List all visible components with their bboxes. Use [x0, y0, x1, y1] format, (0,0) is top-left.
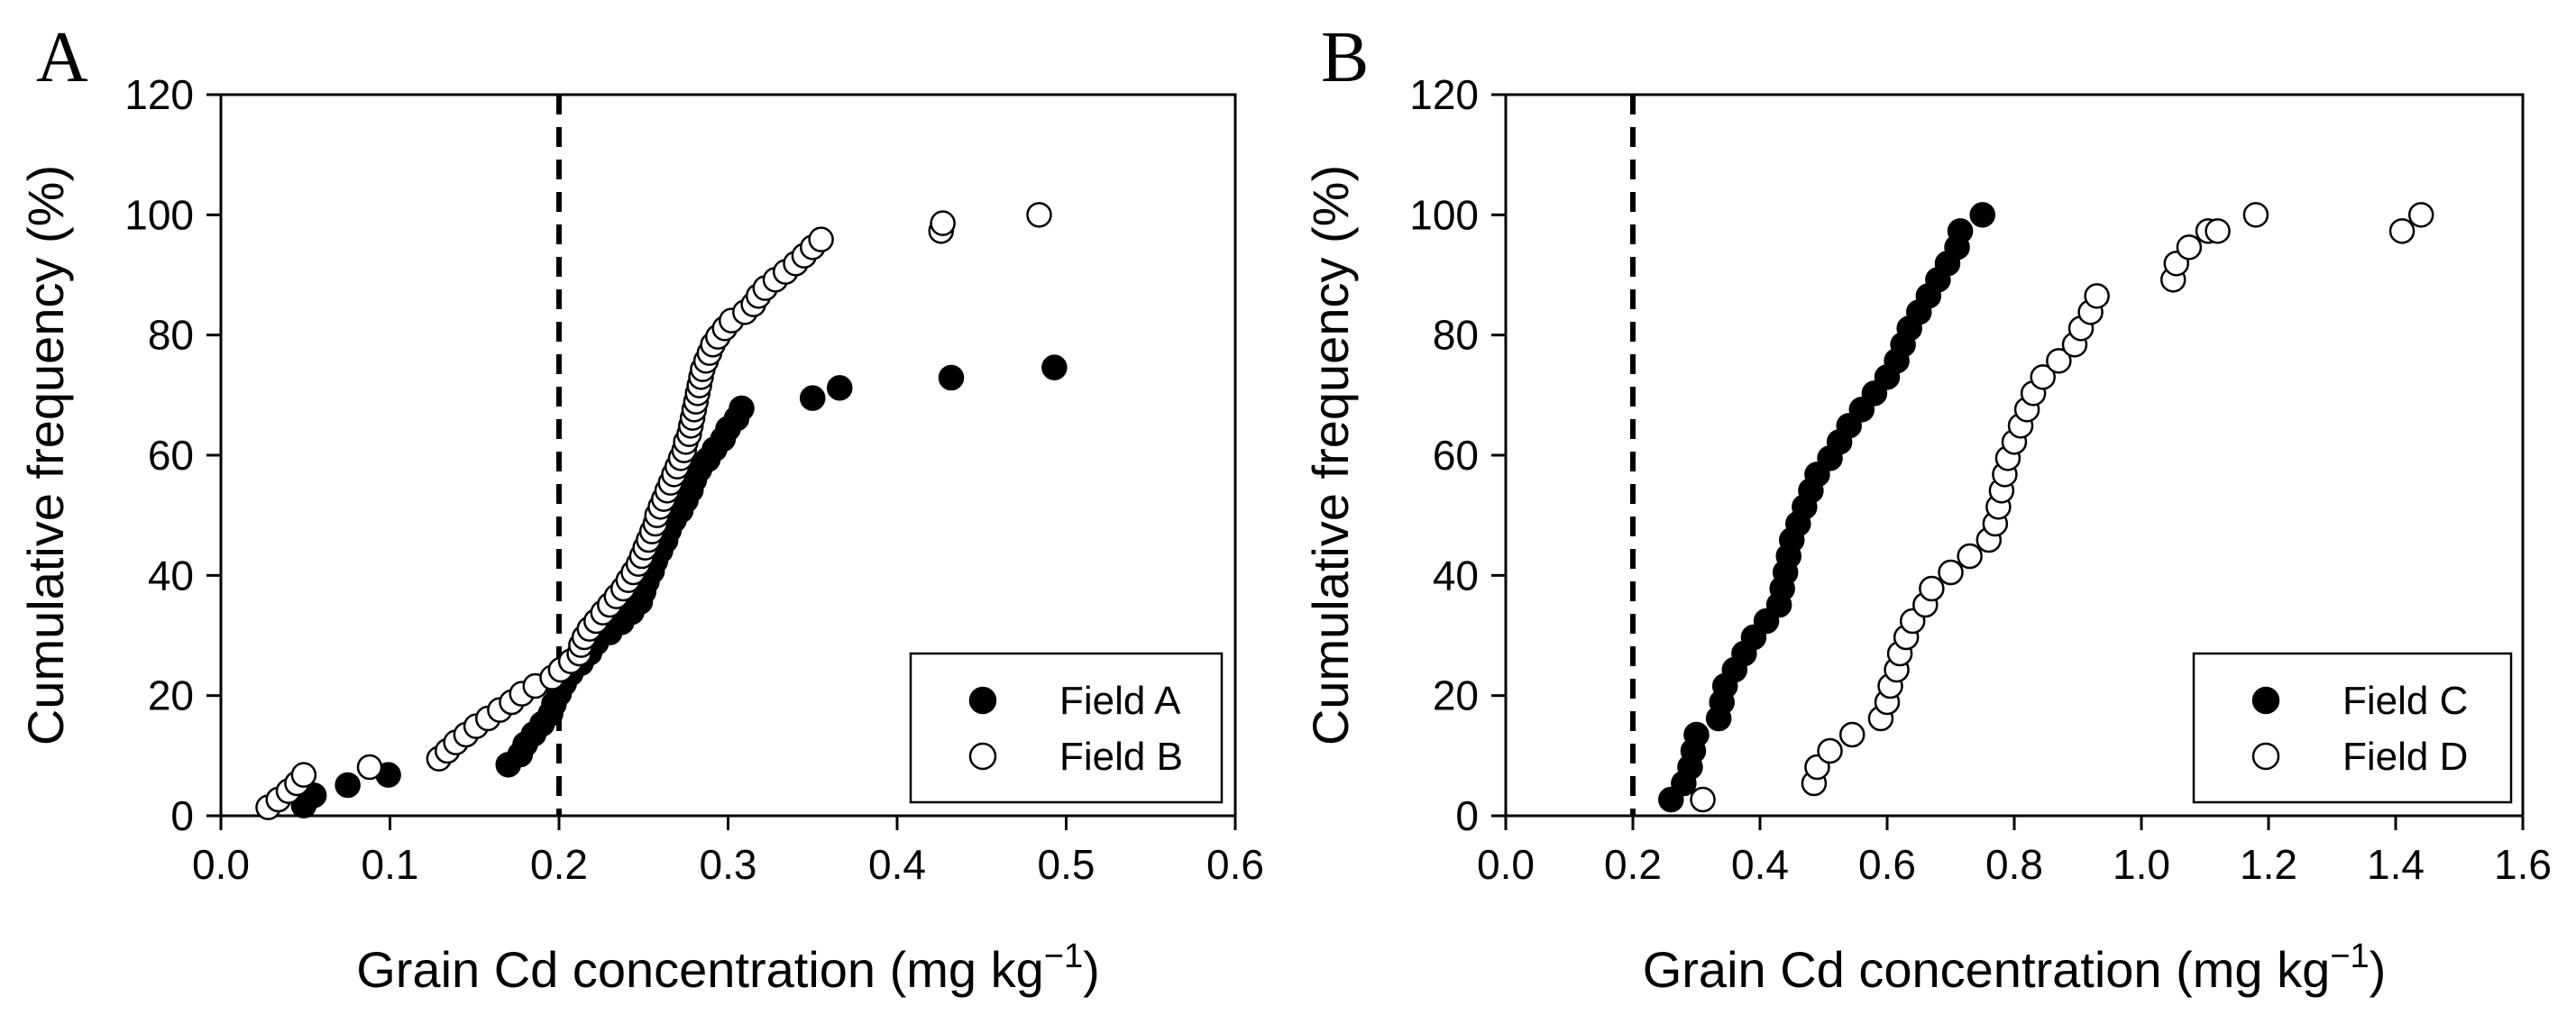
y-tick-label: 40 [148, 552, 194, 599]
x-tick-label: 1.0 [2113, 841, 2170, 888]
legend-marker [968, 742, 997, 771]
data-point [1041, 354, 1068, 380]
x-tick-label: 0.2 [530, 841, 588, 888]
y-axis-title: Cumulative frequency (%) [1302, 165, 1359, 745]
data-point [1938, 559, 1964, 586]
data-point [356, 754, 383, 781]
data-point [2388, 218, 2416, 244]
y-tick-label: 60 [1433, 432, 1479, 479]
x-axis-title: Grain Cd concentration (mg kg−1) [1643, 937, 2387, 998]
y-tick-label: 100 [1409, 191, 1479, 238]
x-tick-label: 0.3 [700, 841, 757, 888]
y-tick-label: 100 [124, 191, 194, 238]
legend-label: Field C [2342, 679, 2468, 723]
legend-marker [2251, 686, 2280, 715]
y-tick-label: 20 [148, 672, 194, 719]
x-axis-title-main: Grain Cd concentration (mg kg [356, 941, 1044, 998]
x-tick-label: 0.6 [1858, 841, 1916, 888]
series-field-c [1658, 202, 1995, 813]
y-axis-title: Cumulative frequency (%) [17, 165, 74, 745]
x-tick-label: 1.2 [2240, 841, 2297, 888]
data-point [729, 395, 755, 422]
x-tick-label: 1.6 [2494, 841, 2552, 888]
y-tick-label: 0 [1455, 792, 1479, 839]
panel-letter: B [1321, 18, 1369, 97]
x-axis-title-main: Grain Cd concentration (mg kg [1643, 941, 2331, 998]
legend-box [909, 652, 1224, 804]
y-tick-label: 120 [1409, 71, 1479, 118]
series-field-a [290, 354, 1068, 818]
data-point [290, 762, 317, 788]
data-point [1969, 202, 1995, 228]
legend-label: Field D [2342, 735, 2468, 779]
data-point [2242, 202, 2269, 228]
y-tick-label: 80 [148, 312, 194, 359]
x-tick-label: 0.1 [362, 841, 419, 888]
data-point [2046, 348, 2072, 374]
x-tick-label: 0.2 [1604, 841, 1662, 888]
data-point [1838, 721, 1866, 748]
data-point [800, 385, 826, 411]
y-tick-label: 0 [170, 792, 194, 839]
x-tick-label: 0.0 [192, 841, 250, 888]
panel-letter: A [36, 18, 88, 97]
legend-box [2192, 652, 2513, 804]
data-point [2176, 234, 2203, 261]
data-point [2205, 218, 2231, 244]
data-point [335, 772, 361, 799]
data-point [1817, 737, 1843, 764]
x-tick-label: 0.0 [1477, 841, 1535, 888]
x-axis-title-close: ) [2370, 941, 2387, 998]
y-tick-label: 20 [1433, 672, 1479, 719]
x-tick-label: 1.4 [2367, 841, 2425, 888]
data-point [1683, 721, 1710, 748]
data-point [2030, 364, 2056, 390]
legend-marker [2251, 742, 2280, 771]
y-tick-label: 60 [148, 432, 194, 479]
legend-marker [968, 686, 997, 715]
chart-panel-a: A 0.0 0.1 0.2 0.3 0.4 0.5 0.6 0 20 40 60 80 100 120 Cum… [17, 18, 1264, 998]
series-field-d [1690, 202, 2434, 813]
x-axis-title-exponent: −1 [1044, 937, 1083, 975]
x-axis-title: Grain Cd concentration (mg kg−1) [356, 937, 1100, 998]
legend: Field C Field D [2192, 652, 2513, 804]
legend-label: Field A [1059, 679, 1181, 723]
x-tick-label: 0.5 [1038, 841, 1095, 888]
data-point [808, 226, 834, 252]
data-point [938, 364, 965, 391]
x-axis-title-exponent: −1 [2330, 937, 2369, 975]
legend-label: Field B [1059, 735, 1183, 779]
data-point [930, 210, 956, 236]
x-tick-label: 0.4 [868, 841, 926, 888]
x-tick-label: 0.6 [1206, 841, 1264, 888]
data-point [1919, 575, 1945, 602]
data-point [1947, 218, 1974, 244]
chart-panel-b: B 0.0 0.2 0.4 0.6 0.8 1.0 1.2 1.4 1.6 0 20 40 60 80 100… [1302, 18, 2552, 998]
y-tick-label: 40 [1433, 552, 1479, 599]
x-tick-label: 0.8 [1985, 841, 2043, 888]
legend: Field A Field B [909, 652, 1224, 804]
data-point [1690, 786, 1716, 813]
data-point [1957, 543, 1983, 570]
y-tick-label: 120 [124, 71, 194, 118]
x-axis-title-close: ) [1083, 941, 1100, 998]
data-point [2084, 283, 2110, 309]
series-field-b [255, 202, 1052, 820]
x-tick-label: 0.4 [1731, 841, 1789, 888]
y-tick-label: 80 [1433, 312, 1479, 359]
data-point [827, 375, 853, 401]
data-point [2407, 202, 2434, 228]
data-point [1026, 202, 1052, 228]
